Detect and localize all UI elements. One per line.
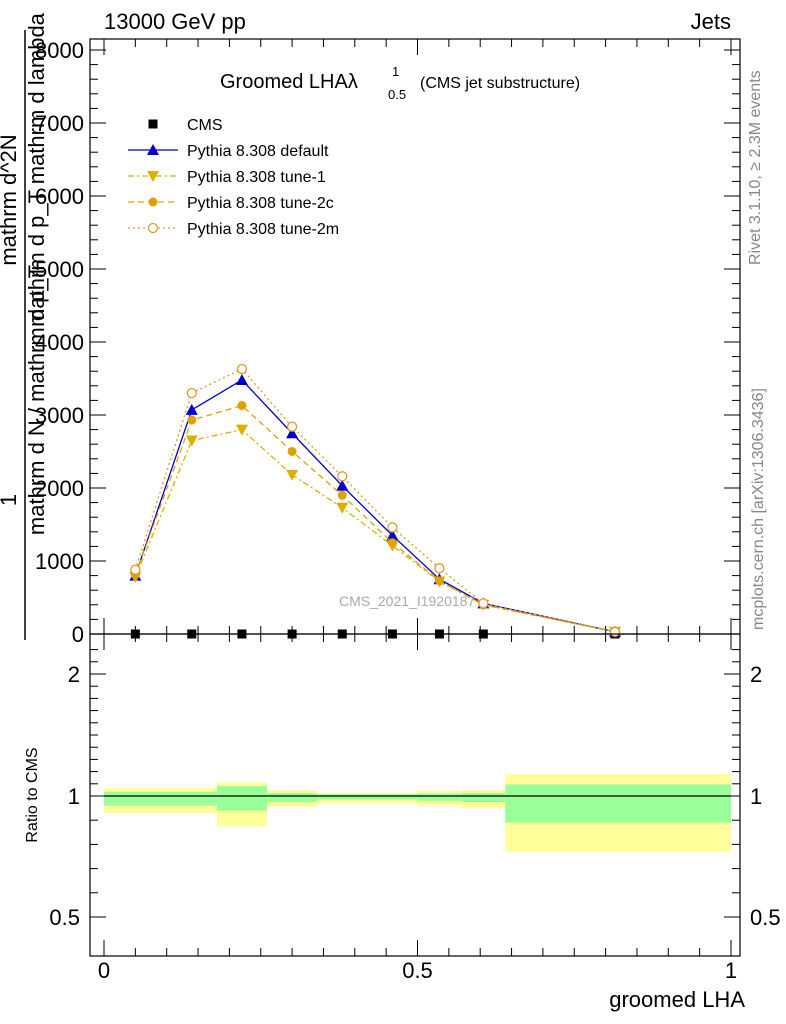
y-tick-label: 0 xyxy=(72,622,84,647)
legend-marker-tune2c xyxy=(148,197,158,207)
legend-label: Pythia 8.308 tune-2c xyxy=(187,195,334,212)
series-point-tune1 xyxy=(286,469,299,481)
ratio-tick-label-right: 2 xyxy=(750,662,762,687)
plot-title: Groomed LHAλ 1 0.5 (CMS jet substructure… xyxy=(220,64,580,102)
x-tick-label: 0.5 xyxy=(402,958,433,983)
ylabel-d2N: mathrm d^2N xyxy=(0,134,21,265)
ratio-tick-label-right: 0.5 xyxy=(750,905,781,930)
legend: CMS Pythia 8.308 default Pythia 8.308 tune… xyxy=(128,117,339,238)
y-tick-label: 5000 xyxy=(35,257,84,282)
ratio-tick-label-left: 2 xyxy=(68,662,80,687)
ratio-axis-ticks xyxy=(90,634,740,956)
plot-title-sub: 0.5 xyxy=(388,87,406,102)
x-axis-label: groomed LHA xyxy=(609,987,745,1012)
legend-label: CMS xyxy=(187,117,223,134)
ratio-bands xyxy=(104,774,731,852)
series-point-tune1 xyxy=(336,502,349,514)
series-point-tune2c xyxy=(187,415,197,425)
ratio-band-inner xyxy=(317,794,418,800)
ratio-plot-frame xyxy=(89,633,741,957)
x-tick-label: 1 xyxy=(725,958,737,983)
legend-marker-default xyxy=(147,144,159,155)
legend-marker-tune2m xyxy=(147,222,159,234)
ratio-band-inner xyxy=(461,792,506,803)
main-axis-ticks xyxy=(90,39,740,635)
series-point-default xyxy=(336,479,349,491)
series-point-tune2c xyxy=(434,576,444,586)
ratio-y-tick-labels: 0.5 0.5 1 1 2 2 xyxy=(49,662,780,930)
ratio-band-inner xyxy=(267,792,318,803)
series-point-tune2c xyxy=(287,447,297,456)
series-point-tune2m xyxy=(186,387,197,399)
series-point-tune2c xyxy=(337,490,347,500)
series-point-default xyxy=(185,403,198,415)
series-point-tune2m xyxy=(609,626,621,637)
x-tick-label: 0 xyxy=(98,958,110,983)
ratio-tick-label-left: 0.5 xyxy=(49,905,80,930)
mcplots-label: mcplots.cern.ch [arXiv:1306.3436] xyxy=(750,388,767,630)
main-ylabel: 1 mathrm d N / mathrm d p_T mathrm d^2N … xyxy=(0,12,49,640)
series-point-tune2m xyxy=(387,522,398,533)
legend-label: Pythia 8.308 tune-1 xyxy=(187,169,326,186)
process-label: Jets xyxy=(691,9,731,34)
svg-text:Groomed LHAλ: Groomed LHAλ xyxy=(220,71,358,93)
series-point-default xyxy=(235,373,248,385)
series-point-tune2m xyxy=(130,564,141,575)
plot-title-sup: 1 xyxy=(392,64,399,79)
rivet-label: Rivet 3.1.10, ≥ 2.3M events xyxy=(747,70,764,265)
legend-label: Pythia 8.308 tune-2m xyxy=(187,221,339,238)
series-point-tune2m xyxy=(434,563,445,574)
ratio-band-inner xyxy=(417,793,462,801)
ratio-tick-label-left: 1 xyxy=(68,784,80,809)
series-point-tune2m xyxy=(236,363,248,375)
series-point-tune1 xyxy=(235,424,248,436)
ratio-tick-label-right: 1 xyxy=(750,784,762,809)
y-tick-label: 3000 xyxy=(35,403,84,428)
series-point-tune2m xyxy=(478,598,489,609)
main-y-tick-labels: 0 1000 2000 3000 4000 5000 6000 7000 8000 xyxy=(35,38,84,647)
y-tick-label: 2000 xyxy=(35,476,84,501)
series-point-default xyxy=(386,529,399,541)
ylabel-dN-dpT: mathrm d N / mathrm d p_T xyxy=(24,265,49,535)
ratio-band-inner xyxy=(104,791,217,806)
plot-title-main: Groomed LHAλ xyxy=(220,71,358,93)
ylabel-one: 1 xyxy=(0,494,21,506)
y-tick-label: 6000 xyxy=(35,184,84,209)
ratio-band-inner xyxy=(505,784,731,823)
y-tick-label: 8000 xyxy=(35,38,84,63)
series-point-default xyxy=(286,427,299,439)
plot-title-suffix: (CMS jet substructure) xyxy=(420,75,580,92)
y-tick-label: 4000 xyxy=(35,330,84,355)
energy-label: 13000 GeV pp xyxy=(104,9,246,34)
legend-label: Pythia 8.308 default xyxy=(187,143,329,160)
legend-marker-cms xyxy=(148,119,158,129)
y-tick-label: 1000 xyxy=(35,549,84,574)
ratio-ylabel: Ratio to CMS xyxy=(24,747,41,842)
legend-marker-tune1 xyxy=(147,171,159,182)
analysis-watermark: CMS_2021_I1920187 xyxy=(339,593,475,609)
x-tick-labels: 0 0.5 1 xyxy=(98,958,737,983)
ylabel-dpT-dlambda: mathrm d p_T mathrm d lambda xyxy=(24,12,49,327)
series-point-tune2m xyxy=(337,471,348,482)
series-point-tune2m xyxy=(286,421,298,432)
series-point-tune2c xyxy=(237,401,247,411)
y-tick-label: 7000 xyxy=(35,111,84,136)
ratio-band-inner xyxy=(216,786,268,811)
series-point-tune2c xyxy=(387,538,397,548)
series-point-tune1 xyxy=(185,435,198,447)
